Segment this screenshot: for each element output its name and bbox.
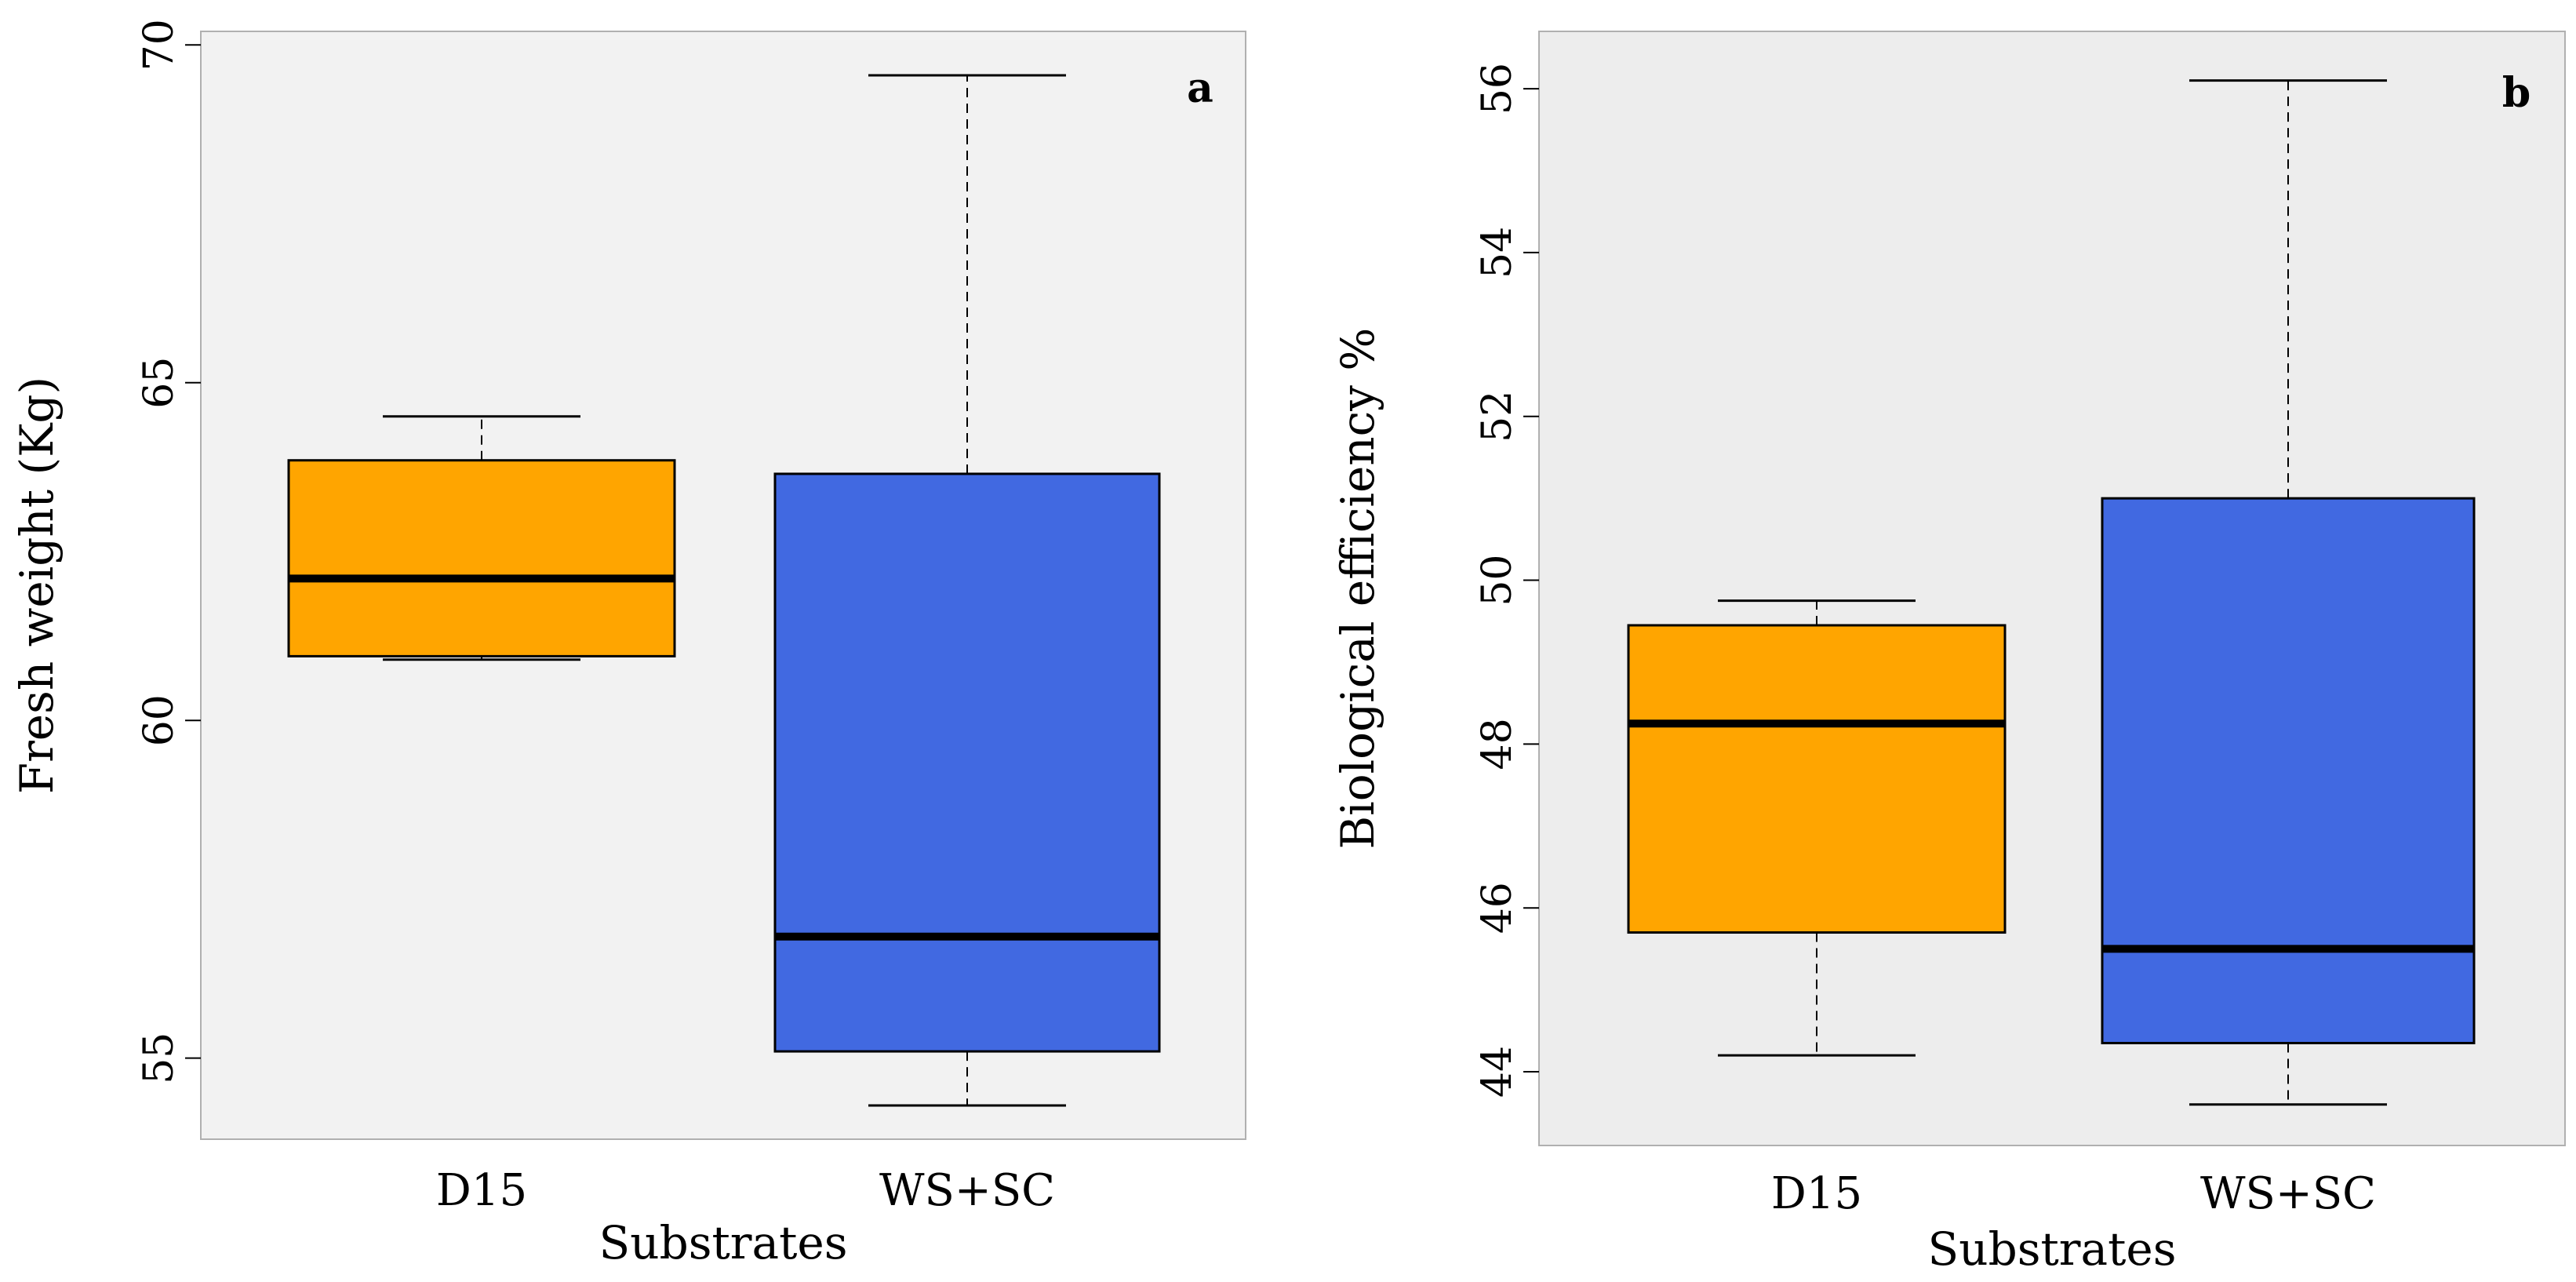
box-d15: [1627, 624, 2007, 934]
y-tick-label: 50: [1474, 554, 1521, 606]
panel-a-fresh-weight-chart: 55 60 65 70 D15 WS+SC Substrates Fresh weight (…: [10, 19, 1246, 1269]
y-tick-label: 52: [1474, 391, 1521, 443]
y-tick-label: 48: [1474, 718, 1521, 770]
box-ws-sc: [2101, 497, 2476, 1044]
x-category-label: WS+SC: [879, 1165, 1055, 1216]
y-tick-label: 44: [1474, 1046, 1521, 1098]
x-category-label: D15: [1771, 1168, 1862, 1219]
x-axis-title: Substrates: [1928, 1222, 2177, 1276]
y-tick-label: 54: [1474, 227, 1521, 279]
box-ws-sc: [773, 472, 1161, 1053]
panel-label: b: [2502, 69, 2531, 117]
box-d15: [287, 459, 676, 657]
y-tick-label: 46: [1474, 882, 1521, 934]
y-tick-label: 55: [136, 1033, 183, 1084]
y-tick-label: 65: [136, 357, 183, 409]
y-axis-title: Fresh weight (Kg): [10, 377, 64, 794]
y-tick-label: 70: [136, 19, 183, 71]
panel-b-biological-efficiency-chart: 44 46 48 50 52 54 56 D15 WS+SC Substrates Biologic…: [1331, 31, 2566, 1276]
y-tick-label: 56: [1474, 63, 1521, 115]
y-axis-title: Biological efficiency %: [1331, 328, 1384, 850]
y-tick-label: 60: [136, 694, 183, 746]
x-category-label: WS+SC: [2200, 1168, 2376, 1219]
x-category-label: D15: [436, 1165, 527, 1216]
x-axis-title: Substrates: [599, 1216, 848, 1269]
panel-label: a: [1187, 64, 1213, 112]
